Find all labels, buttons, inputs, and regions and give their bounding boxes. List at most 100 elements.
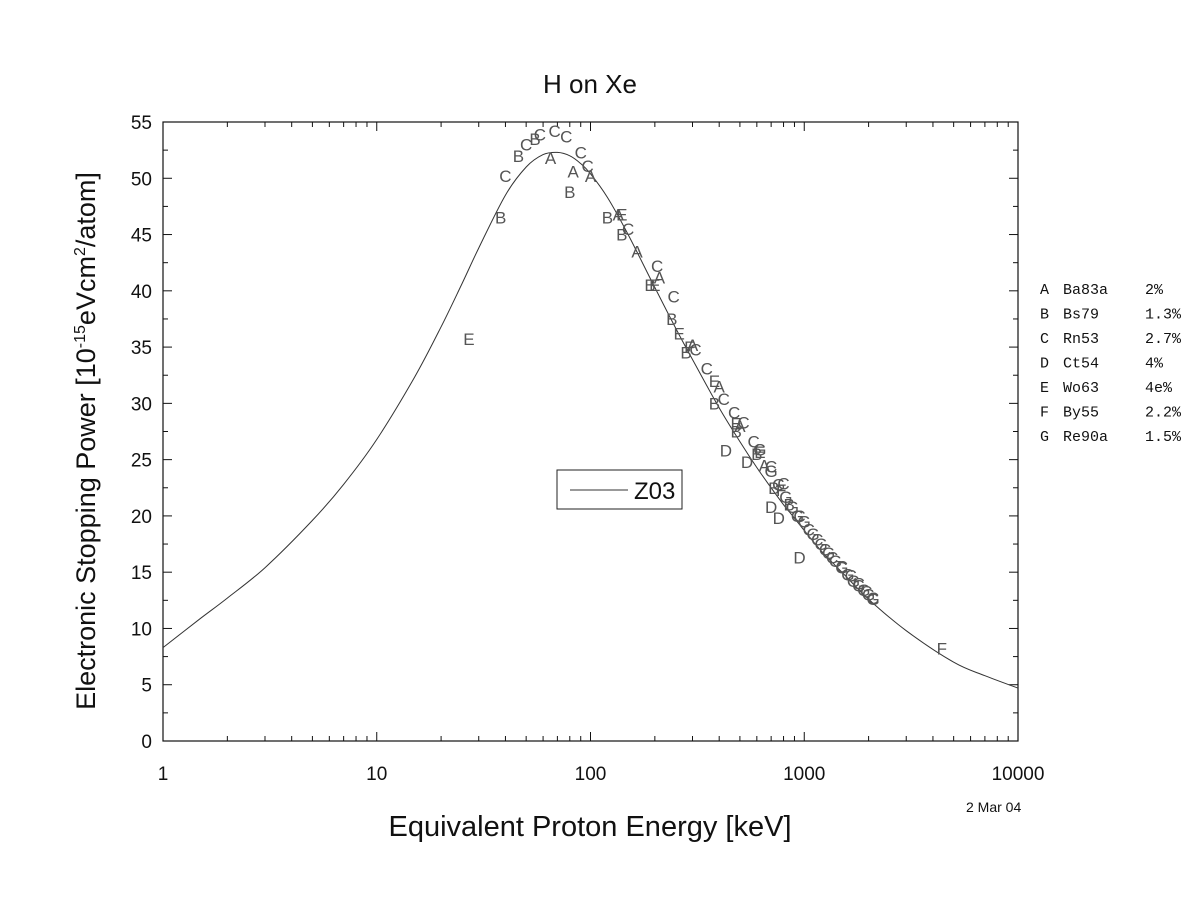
data-point-c: C <box>737 413 749 432</box>
data-point-c: C <box>560 128 572 147</box>
data-point-e: E <box>730 415 741 434</box>
data-point-a: A <box>654 268 666 287</box>
data-point-c: C <box>520 136 532 155</box>
data-point-c: C <box>860 582 872 601</box>
data-point-a: A <box>687 336 699 355</box>
data-point-b: B <box>513 147 524 166</box>
data-point-g: G <box>765 462 778 481</box>
data-point-g: G <box>772 475 785 494</box>
data-point-c: C <box>765 457 777 476</box>
data-point-b: B <box>751 445 762 464</box>
data-point-c: C <box>499 167 511 186</box>
ref-letter: E <box>1040 380 1049 397</box>
data-point-b: B <box>783 496 794 515</box>
ref-name: Ba83a <box>1063 282 1108 299</box>
data-point-e: E <box>463 330 474 349</box>
x-tick-label: 10 <box>366 764 387 785</box>
data-point-b: B <box>666 310 677 329</box>
data-point-g: G <box>841 565 854 584</box>
y-tick-label: 10 <box>131 619 152 640</box>
data-point-c: C <box>867 589 879 608</box>
data-point-e: E <box>674 325 685 344</box>
data-point-c: C <box>793 507 805 526</box>
data-point-a: A <box>631 242 643 261</box>
data-point-d: D <box>773 509 785 528</box>
data-point-g: G <box>822 544 835 563</box>
y-tick-label: 55 <box>131 113 152 134</box>
data-point-c: C <box>534 125 546 144</box>
data-point-g: G <box>779 488 792 507</box>
data-point-b: B <box>495 209 506 228</box>
x-axis-label: Equivalent Proton Energy [keV] <box>388 811 791 843</box>
y-label-exponent-2: 2 <box>72 247 89 256</box>
data-point-c: C <box>728 403 740 422</box>
data-point-g: G <box>786 498 799 517</box>
ref-letter: D <box>1040 356 1049 373</box>
ref-letter: A <box>1040 282 1049 299</box>
x-tick-label: 1000 <box>783 764 825 785</box>
y-tick-label: 20 <box>131 507 152 528</box>
data-point-g: G <box>852 577 865 596</box>
data-point-g: G <box>806 525 819 544</box>
y-tick-labels: 0 5 10 15 20 25 30 35 40 45 50 55 <box>131 113 152 753</box>
data-point-g: G <box>862 586 875 605</box>
data-point-c: C <box>582 157 594 176</box>
ref-error: 2.2% <box>1145 405 1182 422</box>
data-point-c: C <box>549 122 561 141</box>
y-label-exponent-1: -15 <box>72 325 89 348</box>
x-tick-label: 100 <box>575 764 607 785</box>
data-point-a: A <box>568 163 580 182</box>
ref-error: 1.3% <box>1145 307 1182 324</box>
y-tick-label: 25 <box>131 451 152 472</box>
plot-frame <box>162 121 1019 742</box>
data-point-g: G <box>847 572 860 591</box>
data-point-a: A <box>613 205 625 224</box>
y-tick-label: 35 <box>131 338 152 359</box>
y-axis-label: Electronic Stopping Power [10-15eVcm2/at… <box>71 172 101 710</box>
data-point-g: G <box>815 535 828 554</box>
axis-ticks <box>162 121 1018 742</box>
data-point-f: F <box>684 338 694 357</box>
data-point-c: C <box>811 531 823 550</box>
data-point-a: A <box>759 456 771 475</box>
data-point-a: A <box>585 167 597 186</box>
data-point-c: C <box>701 359 713 378</box>
data-point-e: E <box>616 205 627 224</box>
x-tick-labels: 1 10 100 1000 10000 <box>158 764 1045 785</box>
data-point-c: C <box>777 474 789 493</box>
chart-title: H on Xe <box>543 69 637 99</box>
data-point-g: G <box>791 507 804 526</box>
data-point-b: B <box>709 394 720 413</box>
y-label-mid: eVcm <box>71 256 101 325</box>
data-point-g: G <box>829 552 842 571</box>
data-point-g: G <box>857 581 870 600</box>
data-point-e: E <box>709 372 720 391</box>
data-point-g: G <box>798 513 811 532</box>
data-point-c: C <box>853 574 865 593</box>
ref-name: Rn53 <box>1063 331 1099 348</box>
data-point-c: C <box>845 567 857 586</box>
data-point-b: B <box>730 423 741 442</box>
ref-error: 1.5% <box>1145 429 1182 446</box>
data-point-c: C <box>819 541 831 560</box>
ref-name: Ct54 <box>1063 356 1099 373</box>
y-tick-label: 30 <box>131 394 152 415</box>
data-point-c: C <box>718 390 730 409</box>
ref-error: 4% <box>1145 356 1164 373</box>
data-point-d: D <box>720 442 732 461</box>
data-point-c: C <box>689 340 701 359</box>
plot-legend: Z03 <box>556 469 683 510</box>
data-point-b: B <box>768 479 779 498</box>
ref-name: By55 <box>1063 405 1099 422</box>
y-label-main: Electronic Stopping Power [10 <box>71 348 101 710</box>
data-point-g: G <box>867 590 880 609</box>
y-tick-label: 45 <box>131 226 152 247</box>
ref-letter: F <box>1040 405 1049 422</box>
data-point-g: G <box>835 559 848 578</box>
data-point-b: B <box>564 183 575 202</box>
data-point-f: F <box>937 640 947 659</box>
ref-letter: C <box>1040 331 1049 348</box>
y-tick-label: 0 <box>141 732 152 753</box>
